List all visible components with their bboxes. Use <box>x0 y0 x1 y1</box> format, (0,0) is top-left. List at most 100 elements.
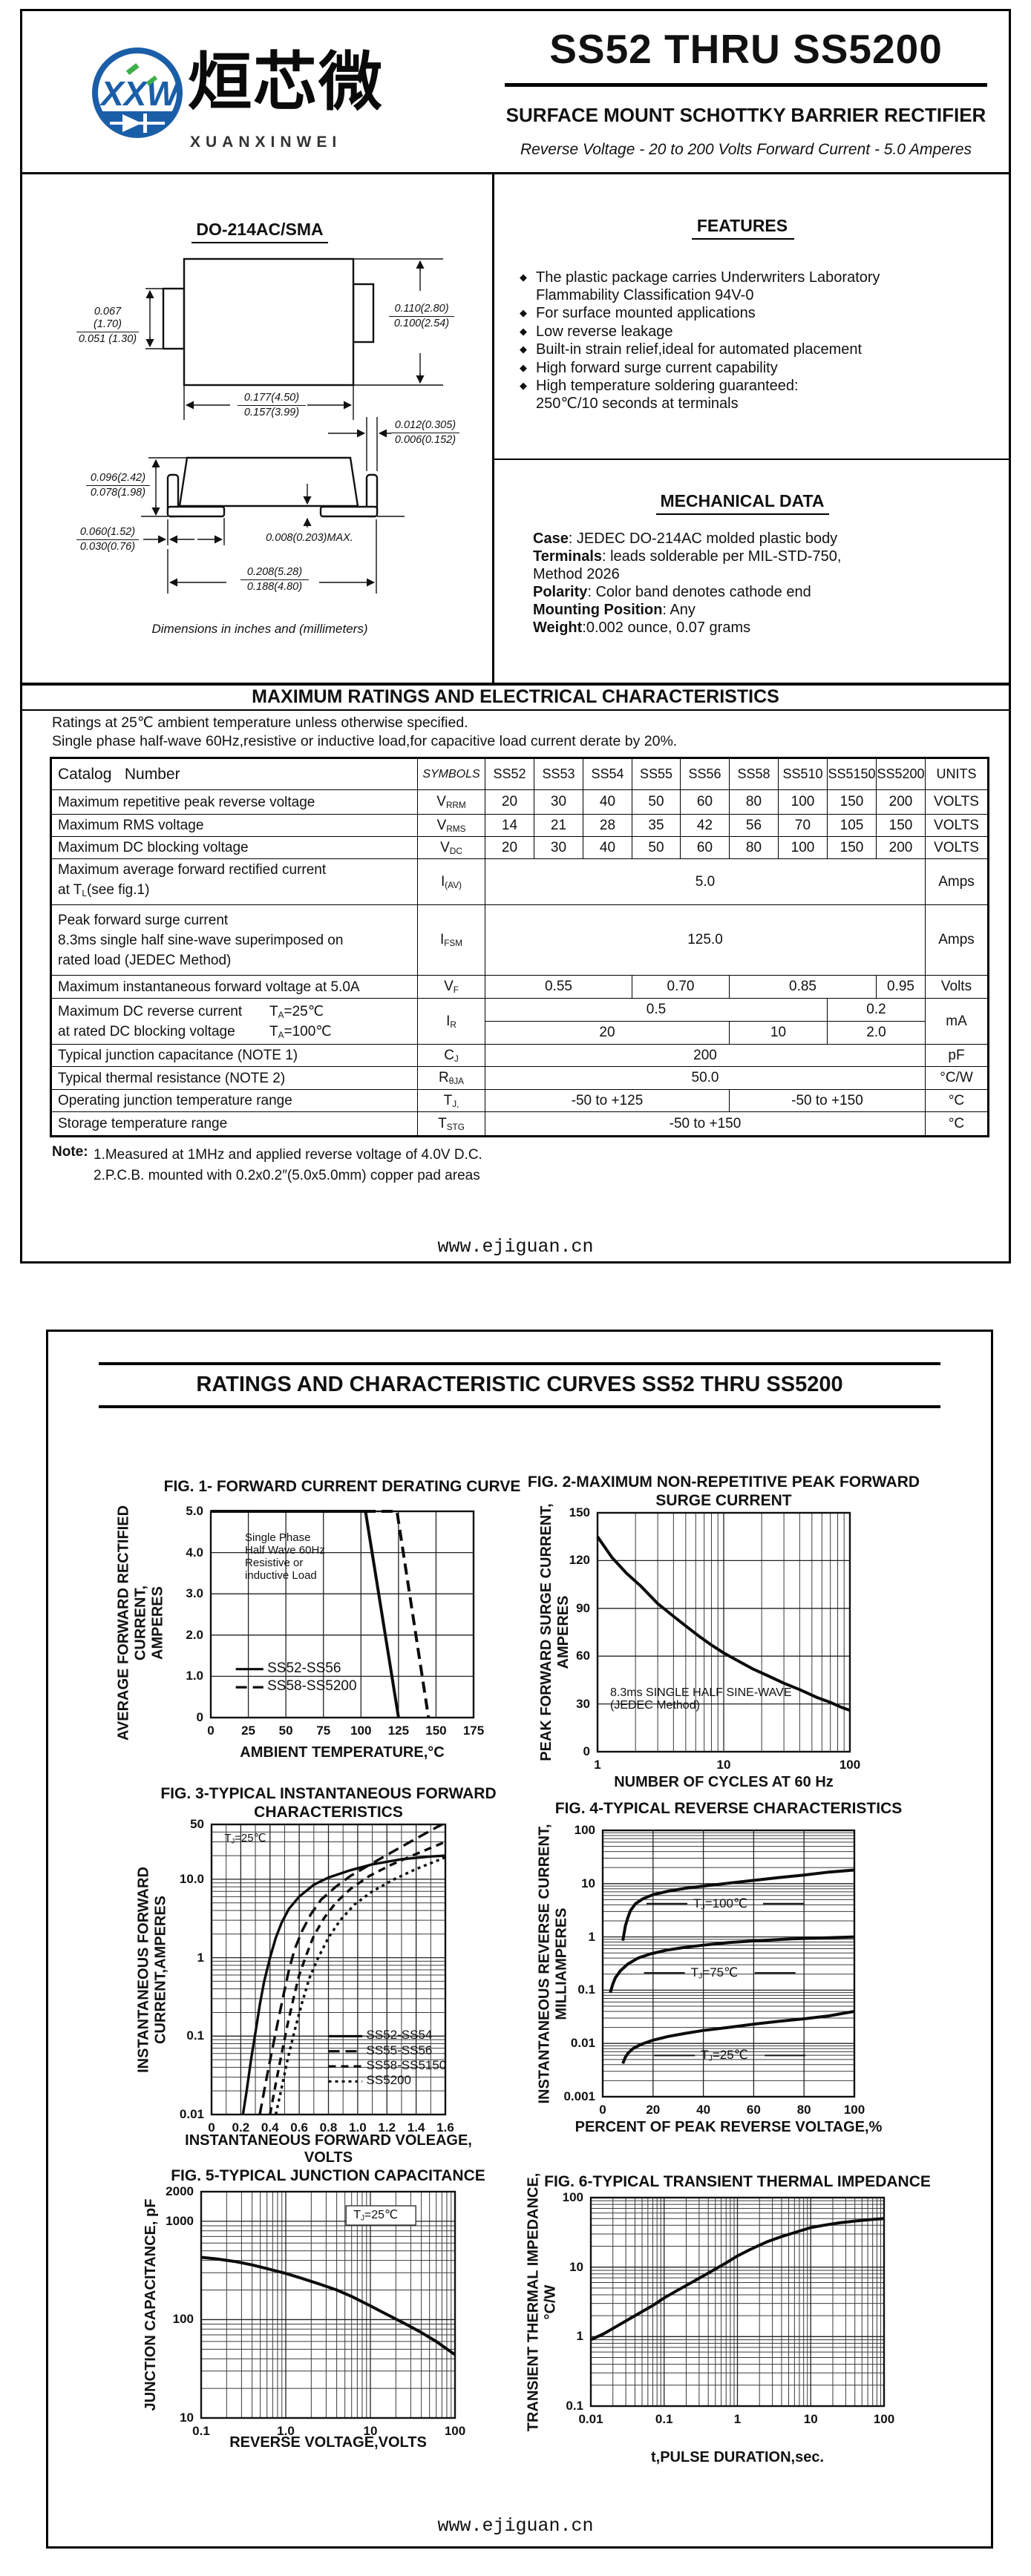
package-title-underline <box>192 242 328 243</box>
cell-1-4: 42 <box>680 814 730 837</box>
ratings-table: Catalog Number SYMBOLS SS52 SS53 SS54 SS55 SS5… <box>50 757 989 1137</box>
page2-title: RATINGS AND CHARACTERISTIC CURVES SS52 T… <box>196 1373 843 1396</box>
ratings-banner: MAXIMUM RATINGS AND ELECTRICAL CHARACTER… <box>252 686 779 707</box>
fig3-chart <box>210 1823 447 2116</box>
fig3-legend-ss5200: SS5200 <box>366 2073 412 2088</box>
fig3-y-tick: 0.01 <box>179 2107 204 2121</box>
fig4-series-tj-75c <box>609 1935 855 1994</box>
cell-6-b1: 10 <box>729 1021 828 1045</box>
cell-0-0: 20 <box>485 789 534 815</box>
cell-8-0: 50.0 <box>485 1066 926 1090</box>
ratings-table-body: Catalog Number SYMBOLS SS52 SS53 SS54 SS55 SS5… <box>50 758 989 1137</box>
fig5-x-tick: 100 <box>444 2424 466 2438</box>
feature-item-2: ◆ Low reverse leakage <box>520 323 673 340</box>
package-outline-drawing <box>141 257 443 594</box>
feature-bullet-icon: ◆ <box>520 361 527 373</box>
row-symbol-8: RθJA <box>417 1066 485 1090</box>
fig3-legend-ss55-ss56: SS55-SS56 <box>366 2043 433 2057</box>
cell-3-0: 5.0 <box>485 858 926 905</box>
feature-bullet-icon: ◆ <box>520 344 527 355</box>
fig6-series-zth <box>590 2217 885 2342</box>
fig2-figure: FIG. 2-MAXIMUM NON-REPETITIVE PEAK FORWA… <box>494 1461 920 1844</box>
page-title: SS52 THRU SS5200 <box>549 26 943 72</box>
fig1-y-tick: 4.0 <box>186 1545 203 1560</box>
fig6-figure: FIG. 6-TYPICAL TRANSIENT THERMAL IMPEDAN… <box>487 2146 931 2499</box>
dimension-label-5: 0.060(1.52) 0.030(0.76) <box>76 526 139 553</box>
fig3-figure: FIG. 3-TYPICAL INSTANTANEOUS FORWARD CHAR… <box>108 1772 497 2207</box>
fig3-y-tick: 1 <box>197 1950 204 1965</box>
col-header-symbols: SYMBOLS <box>417 758 485 790</box>
cell-0-4: 60 <box>680 789 730 815</box>
row-unit-10: °C <box>925 1111 989 1137</box>
page-subtitle: SURFACE MOUNT SCHOTTKY BARRIER RECTIFIER <box>505 104 986 126</box>
dimension-label-4: 0.096(2.42) 0.078(1.98) <box>86 472 150 499</box>
fig4-x-tick: 60 <box>746 2103 761 2117</box>
header-tagline: Reverse Voltage - 20 to 200 Volts Forwar… <box>520 141 972 158</box>
note-line-1: 1.Measured at 1MHz and applied reverse v… <box>94 1147 482 1163</box>
row-unit-4: Amps <box>925 904 989 976</box>
fig2-x-axis-label: NUMBER OF CYCLES AT 60 Hz <box>614 1774 834 1790</box>
fig3-x-tick: 0.2 <box>232 2120 250 2135</box>
fig1-x-tick: 100 <box>350 1724 372 1738</box>
row-label-0: Maximum repetitive peak reverse voltage <box>50 789 418 815</box>
mechanical-divider <box>492 459 1011 460</box>
feature-item-5-cont: 250℃/10 seconds at terminals <box>536 395 739 412</box>
fig1-legend-ss58-ss5200: SS58-SS5200 <box>267 1678 357 1695</box>
fig3-x-tick: 1.2 <box>378 2120 396 2135</box>
fig3-x-tick: 1.0 <box>349 2120 367 2135</box>
row-symbol-10: TSTG <box>417 1111 485 1137</box>
fig6-y-tick: 1 <box>576 2329 583 2344</box>
cell-1-6: 70 <box>778 814 828 837</box>
fig2-x-tick: 10 <box>716 1758 731 1772</box>
page2-title-top-rule <box>99 1362 940 1365</box>
fig4-y-tick: 0.1 <box>577 1982 595 1997</box>
fig4-y-tick: 0.01 <box>570 2036 595 2051</box>
fig3-x-tick: 0.8 <box>319 2120 338 2135</box>
mechanical-underline <box>656 513 829 515</box>
col-header-ss5150: SS5150 <box>827 758 877 790</box>
fig1-y-tick: 3.0 <box>186 1586 203 1601</box>
row-label-10: Storage temperature range <box>50 1111 418 1137</box>
fig1-title: FIG. 1- FORWARD CURRENT DERATING CURVE <box>163 1478 521 1495</box>
cell-5-1: 0.70 <box>632 975 730 999</box>
page2-title-bottom-rule <box>99 1405 940 1408</box>
ratings-condition-2: Single phase half-wave 60Hz,resistive or… <box>52 733 678 749</box>
fig2-chart <box>596 1511 851 1753</box>
feature-item-0: ◆ The plastic package carries Underwriter… <box>520 269 880 286</box>
page2-border <box>46 1330 993 2549</box>
mechanical-title: MECHANICAL DATA <box>660 491 825 510</box>
page1-border <box>20 9 1011 1264</box>
row-label-9: Operating junction temperature range <box>50 1089 418 1112</box>
fig3-x-tick: 0.4 <box>261 2120 279 2135</box>
row-symbol-7: CJ <box>417 1044 485 1067</box>
col-header-catalog: Catalog Number <box>50 758 418 790</box>
fig6-x-tick: 1 <box>733 2412 742 2426</box>
cell-0-8: 200 <box>876 789 926 815</box>
fig3-series-ss5200 <box>274 1856 446 2115</box>
fig5-y-tick: 1000 <box>166 2213 194 2228</box>
fig6-chart <box>589 2196 886 2408</box>
cell-7-0: 200 <box>485 1044 926 1067</box>
features-title: FEATURES <box>696 216 788 235</box>
cell-6-t1: 0.2 <box>827 998 926 1022</box>
row-label-3: Maximum average forward rectified curren… <box>50 858 418 905</box>
page1-footer-url: www.ejiguan.cn <box>437 1236 594 1258</box>
notes-label: Note: <box>52 1144 88 1160</box>
cell-2-7: 150 <box>827 836 877 859</box>
row-symbol-4: IFSM <box>417 904 485 976</box>
fig1-x-tick: 75 <box>316 1724 331 1738</box>
package-title: DO-214AC/SMA <box>196 220 324 239</box>
col-header-ss510: SS510 <box>778 758 828 790</box>
col-header-ss53: SS53 <box>534 758 583 790</box>
row-unit-1: VOLTS <box>925 814 989 837</box>
fig5-x-axis-label: REVERSE VOLTAGE,VOLTS <box>229 2434 427 2451</box>
banner-top-rule <box>20 683 1011 686</box>
fig5-x-tick: 0.1 <box>192 2424 210 2438</box>
row-label-2: Maximum DC blocking voltage <box>50 836 418 859</box>
cell-1-2: 28 <box>583 814 632 837</box>
row-unit-0: VOLTS <box>925 789 989 815</box>
cell-4-0: 125.0 <box>485 904 926 976</box>
row-unit-3: Amps <box>925 858 989 905</box>
fig6-y-tick: 10 <box>569 2259 583 2274</box>
